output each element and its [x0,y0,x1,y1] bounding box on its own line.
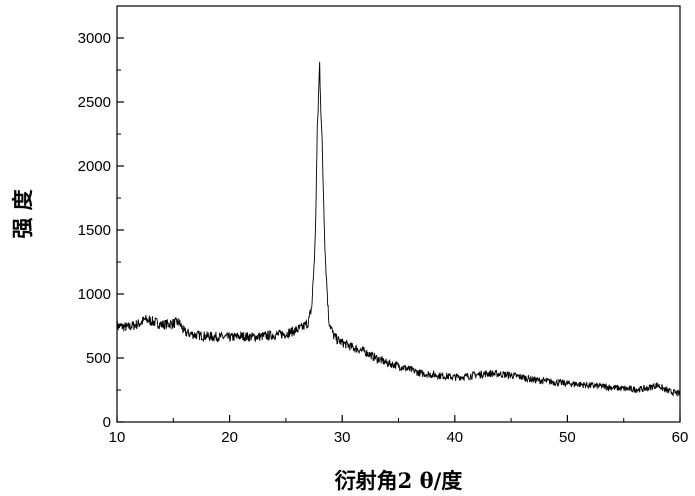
y-tick-label: 0 [103,414,111,431]
y-tick-label: 2000 [78,158,111,175]
y-tick-label: 1500 [78,222,111,239]
x-tick-label: 60 [672,429,689,446]
y-tick-label: 3000 [78,30,111,47]
x-tick-label: 10 [109,429,126,446]
x-tick-label: 40 [446,429,463,446]
x-tick-label: 30 [334,429,351,446]
y-tick-label: 2500 [78,94,111,111]
x-tick-label: 20 [221,429,238,446]
plot-frame [117,6,680,422]
y-tick-label: 500 [86,350,111,367]
x-axis-title: 衍射角2 θ/度 [335,468,463,493]
x-axis-ticks: 10 20 30 40 50 60 [109,415,689,446]
diffraction-series-line [117,62,680,396]
x-tick-label: 50 [559,429,576,446]
y-axis-title: 强 度 [10,189,35,238]
y-tick-label: 1000 [78,286,111,303]
plot-area [117,62,680,396]
